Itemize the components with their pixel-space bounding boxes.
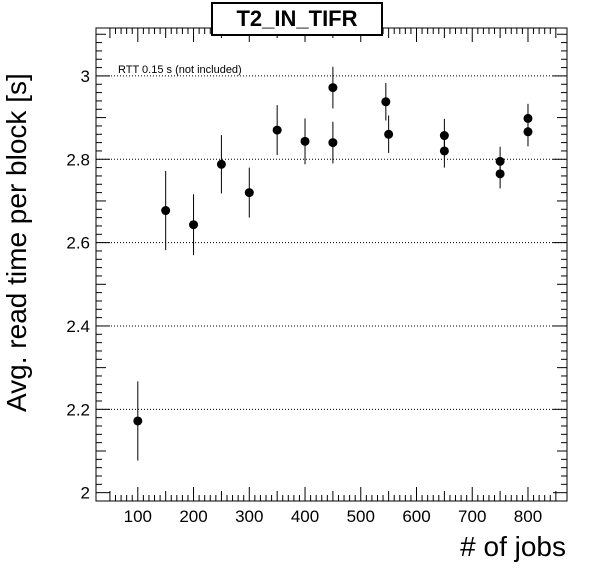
data-point (328, 138, 338, 148)
data-point (523, 127, 533, 137)
y-tick-label: 2.2 (66, 400, 90, 419)
x-tick-label: 600 (402, 507, 430, 526)
annotation: RTT 0.15 s (not included) (118, 64, 242, 76)
data-point (161, 206, 171, 216)
data-point (381, 97, 391, 107)
x-tick-label: 700 (458, 507, 486, 526)
grid (96, 75, 567, 410)
x-tick-label: 100 (124, 507, 152, 526)
plot-frame (95, 27, 568, 502)
data-point (384, 129, 394, 139)
axis-ticks (96, 28, 567, 501)
data-point (328, 83, 338, 93)
data-points (133, 66, 533, 461)
chart-title: T2_IN_TIFR (211, 2, 383, 36)
data-point (272, 125, 282, 135)
x-axis-title: # of jobs (460, 531, 566, 562)
data-point (439, 146, 449, 156)
data-point (133, 416, 143, 426)
data-point (300, 136, 310, 146)
y-tick-label: 2.6 (66, 234, 90, 253)
x-tick-label: 400 (291, 507, 319, 526)
y-tick-label: 3 (81, 67, 90, 86)
data-point (216, 159, 226, 169)
y-tick-label: 2.4 (66, 317, 90, 336)
y-tick-label: 2.8 (66, 150, 90, 169)
y-tick-labels: 2 2.2 2.4 2.6 2.8 3 (66, 67, 90, 503)
x-tick-label: 500 (347, 507, 375, 526)
x-tick-label: 800 (514, 507, 542, 526)
x-tick-labels: 100 200 300 400 500 600 700 800 (124, 507, 543, 526)
data-point (244, 188, 254, 198)
x-tick-label: 200 (179, 507, 207, 526)
data-point (495, 169, 505, 179)
y-tick-label: 2 (81, 484, 90, 503)
y-axis-title: Avg. read time per block [s] (1, 73, 32, 412)
x-tick-label: 300 (235, 507, 263, 526)
data-point (189, 220, 199, 230)
